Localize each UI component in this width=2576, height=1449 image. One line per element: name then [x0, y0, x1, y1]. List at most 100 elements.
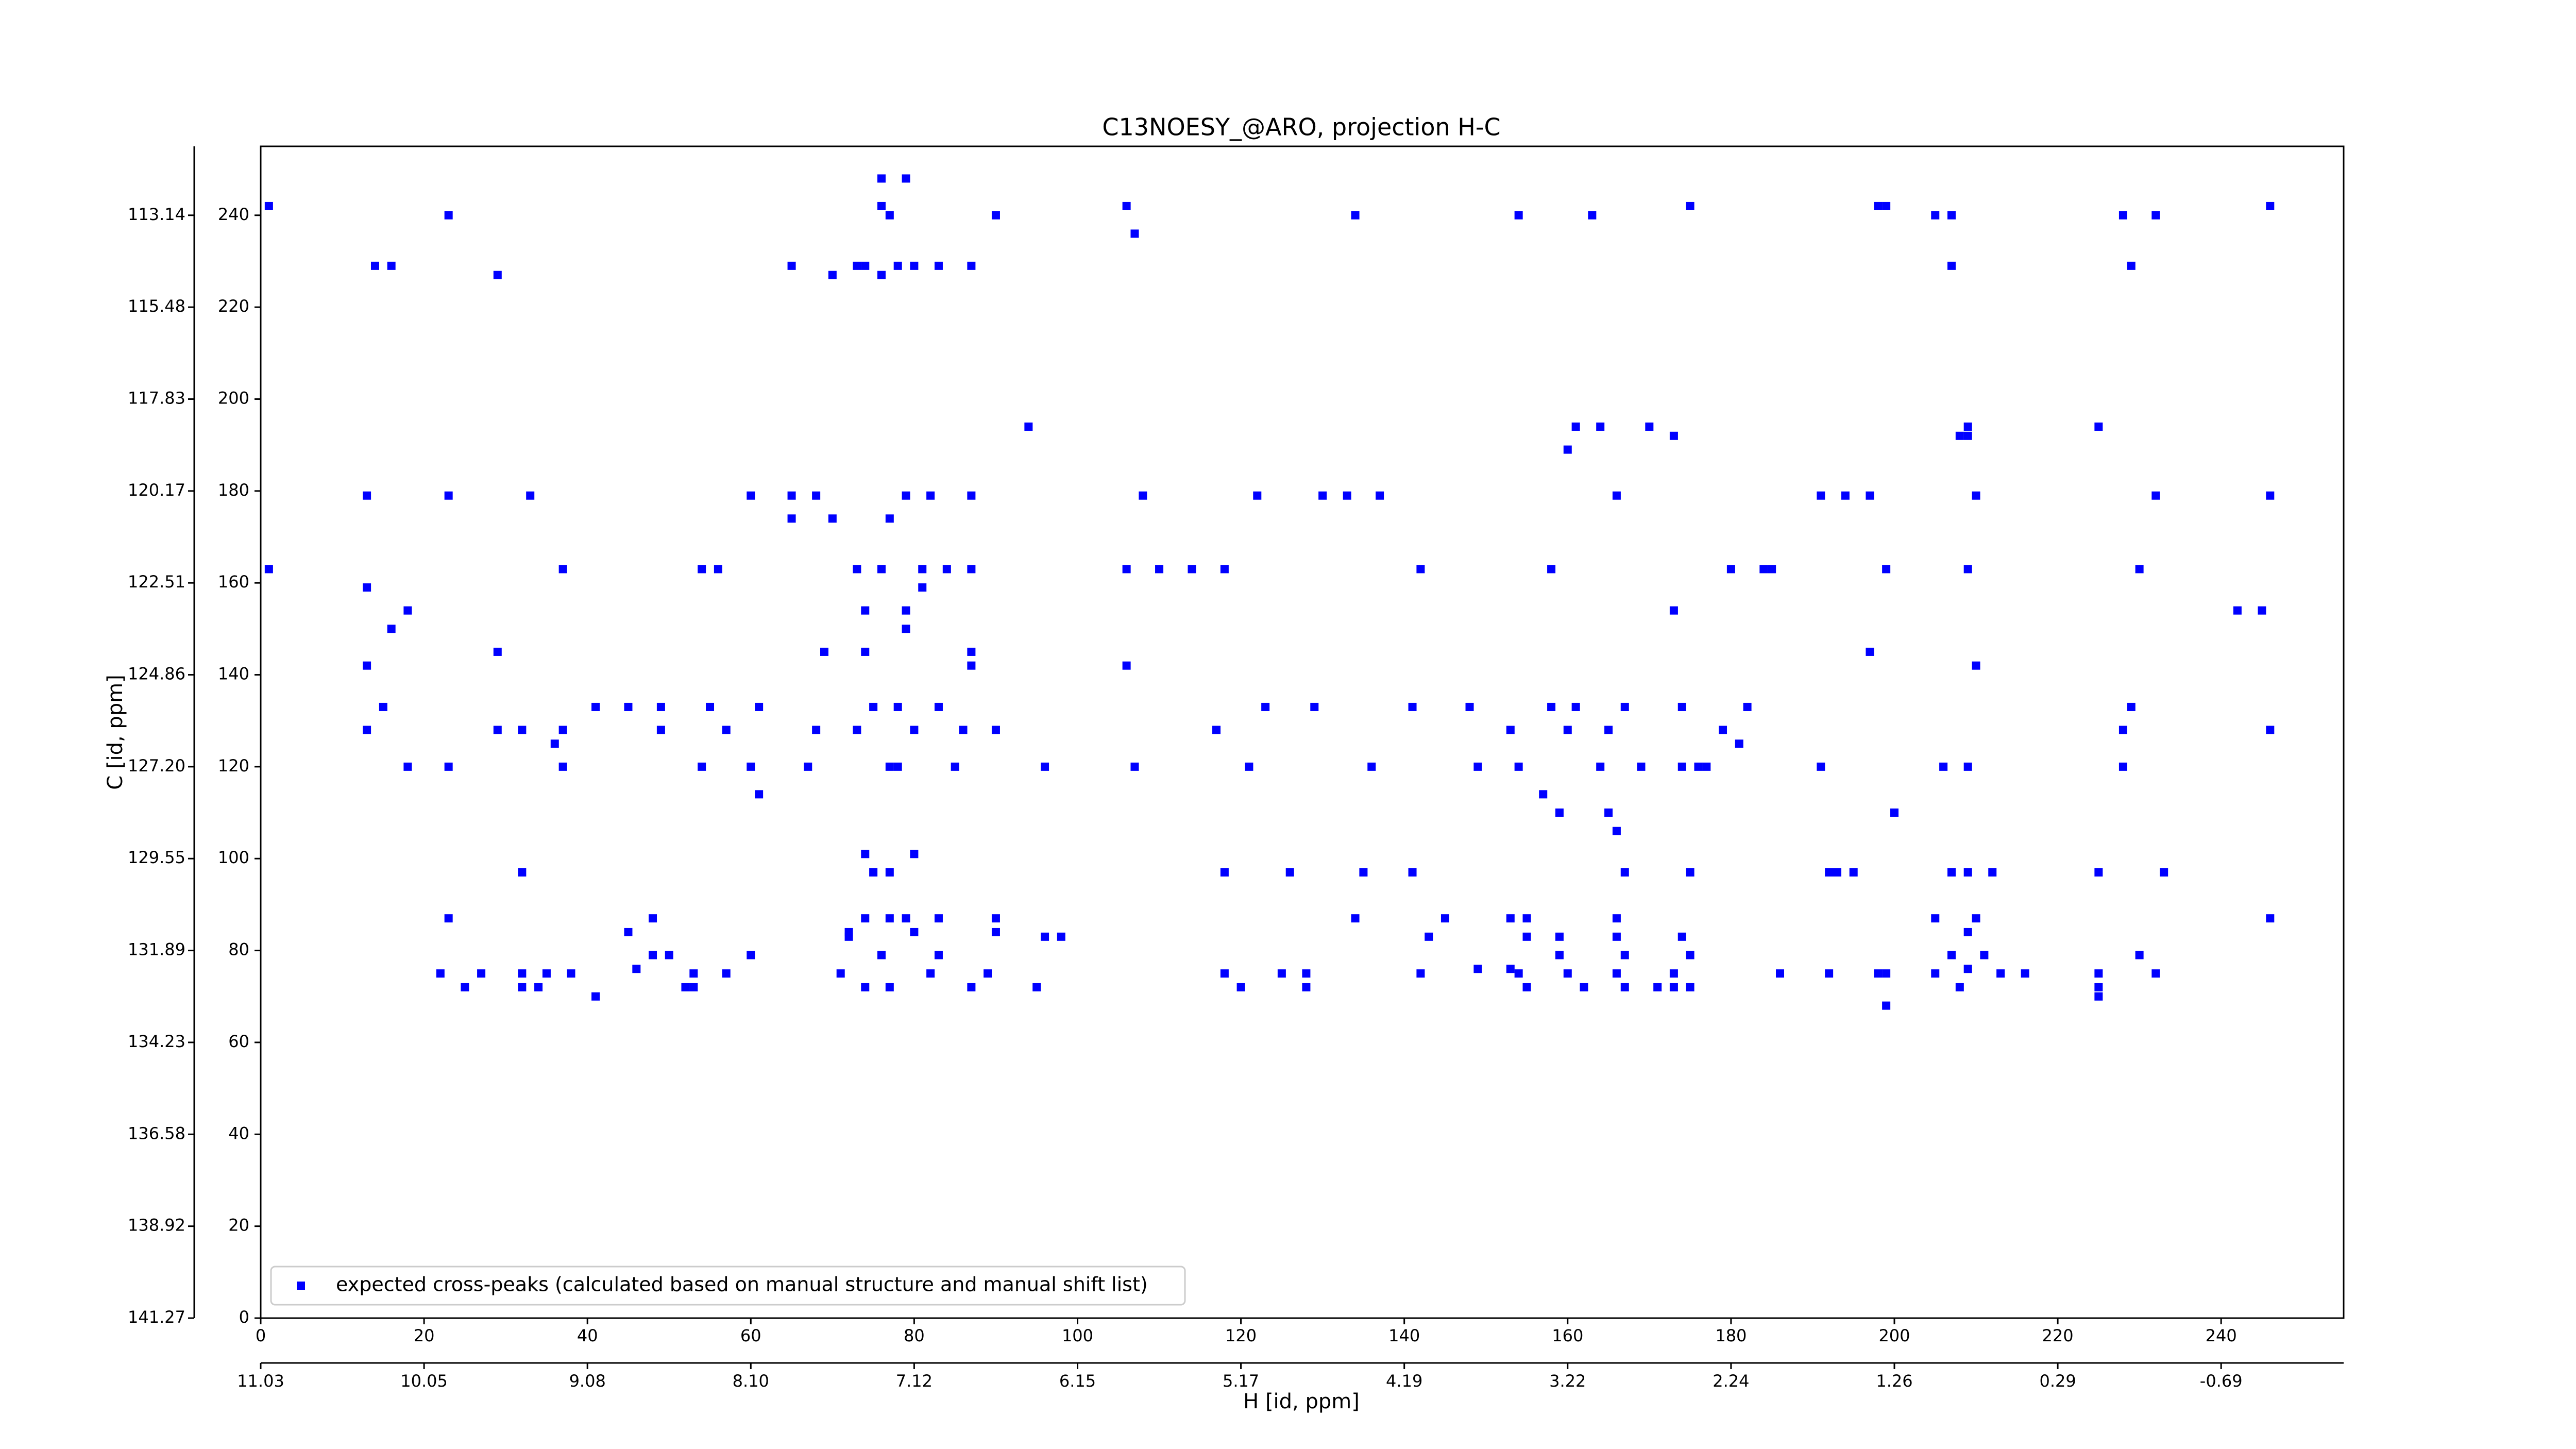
cross-peak	[1669, 983, 1678, 991]
ppm-x-tick-label: 11.03	[237, 1371, 284, 1391]
ppm-y-tick-label: 131.89	[128, 940, 185, 959]
cross-peak	[747, 762, 755, 771]
y-tick-label: 60	[228, 1032, 249, 1051]
cross-peak	[861, 983, 870, 991]
cross-peak	[722, 969, 731, 978]
cross-peak	[1522, 914, 1531, 923]
cross-peak	[1506, 914, 1515, 923]
cross-peak	[1972, 914, 1980, 923]
legend-marker	[297, 1282, 305, 1290]
cross-peak	[1963, 868, 1972, 877]
cross-peak	[1139, 491, 1147, 500]
y-axis-label: C [id, ppm]	[104, 675, 127, 790]
cross-peak	[1220, 868, 1229, 877]
cross-peak	[1539, 790, 1548, 799]
x-tick-label: 200	[1878, 1326, 1910, 1345]
cross-peak	[1702, 762, 1711, 771]
cross-peak	[444, 491, 453, 500]
cross-peak	[1612, 969, 1621, 978]
ppm-x-tick-label: 2.24	[1713, 1371, 1749, 1391]
cross-peak	[624, 702, 633, 711]
cross-peak	[1620, 702, 1629, 711]
cross-peak	[2094, 868, 2103, 877]
cross-peak	[558, 726, 567, 734]
cross-peak	[567, 969, 575, 978]
cross-peak	[689, 983, 698, 991]
cross-peak	[379, 702, 387, 711]
ppm-y-tick-label: 115.48	[128, 296, 185, 316]
cross-peak	[1686, 201, 1694, 210]
cross-peak	[885, 914, 894, 923]
cross-peak	[1261, 702, 1270, 711]
cross-peak	[1637, 762, 1646, 771]
cross-peak	[1833, 868, 1841, 877]
cross-peak	[1947, 951, 1956, 959]
cross-peak	[1931, 914, 1940, 923]
cross-peak	[853, 565, 861, 574]
cross-peak	[1547, 702, 1556, 711]
cross-peak	[942, 565, 951, 574]
cross-peak	[518, 969, 527, 978]
cross-peak	[1245, 762, 1253, 771]
ppm-x-tick-label: 8.10	[733, 1371, 769, 1391]
ppm-x-tick-label: -0.69	[2200, 1371, 2243, 1391]
cross-peak	[853, 726, 861, 734]
x-tick-label: 240	[2206, 1326, 2237, 1345]
cross-peak	[991, 928, 1000, 936]
cross-peak	[722, 726, 731, 734]
cross-peak	[1972, 491, 1980, 500]
cross-peak	[967, 565, 976, 574]
ppm-y-tick-label: 122.51	[128, 572, 185, 592]
cross-peak	[1122, 661, 1131, 670]
ppm-x-tick-label: 9.08	[569, 1371, 606, 1391]
cross-peak	[1677, 702, 1686, 711]
cross-peak	[820, 647, 828, 656]
cross-peak	[363, 583, 371, 592]
cross-peak	[1041, 932, 1049, 941]
y-tick-label: 200	[218, 388, 249, 408]
cross-peak	[1955, 983, 1964, 991]
cross-peak	[387, 625, 396, 633]
cross-peak	[714, 565, 722, 574]
cross-peak	[1302, 983, 1311, 991]
cross-peak	[526, 491, 535, 500]
cross-peak	[681, 983, 690, 991]
cross-peak	[1555, 808, 1564, 817]
cross-peak	[869, 868, 878, 877]
cross-peak	[436, 969, 445, 978]
x-tick-label: 20	[414, 1326, 435, 1345]
cross-peak	[542, 969, 551, 978]
y-tick-label: 220	[218, 296, 249, 316]
cross-peak	[2094, 422, 2103, 431]
cross-peak	[934, 702, 943, 711]
x-axis-label: H [id, ppm]	[1243, 1390, 1360, 1413]
cross-peak	[877, 271, 886, 279]
cross-peak	[558, 565, 567, 574]
cross-peak	[828, 271, 837, 279]
cross-peak	[1817, 762, 1825, 771]
cross-peak	[706, 702, 715, 711]
cross-peak	[363, 491, 371, 500]
cross-peak	[1963, 965, 1972, 973]
cross-peak	[1653, 983, 1662, 991]
cross-peak	[918, 583, 927, 592]
cross-peak	[2266, 914, 2275, 923]
cross-peak	[1506, 965, 1515, 973]
cross-peak	[550, 739, 559, 748]
cross-peak	[877, 951, 886, 959]
ppm-x-tick-label: 10.05	[400, 1371, 448, 1391]
cross-peak	[1866, 491, 1874, 500]
cross-peak	[403, 606, 412, 615]
cross-peak	[2151, 969, 2160, 978]
cross-peak	[902, 491, 910, 500]
x-tick-label: 80	[904, 1326, 925, 1345]
cross-peak	[844, 932, 853, 941]
x-tick-label: 220	[2042, 1326, 2074, 1345]
cross-peak	[1122, 565, 1131, 574]
cross-peak	[1874, 969, 1883, 978]
plot-frame	[260, 145, 2345, 1319]
y-tick-label: 0	[239, 1307, 249, 1327]
ppm-y-tick-label: 141.27	[128, 1307, 185, 1327]
cross-peak	[967, 661, 976, 670]
cross-peak	[861, 606, 870, 615]
